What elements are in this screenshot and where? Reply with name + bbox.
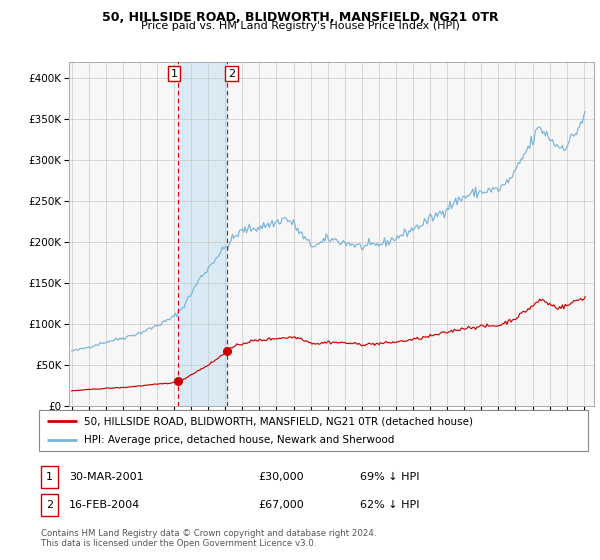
FancyBboxPatch shape <box>41 494 58 516</box>
FancyBboxPatch shape <box>39 410 588 451</box>
FancyBboxPatch shape <box>41 466 58 488</box>
Text: 62% ↓ HPI: 62% ↓ HPI <box>360 500 419 510</box>
Text: 2: 2 <box>46 500 53 510</box>
Text: Contains HM Land Registry data © Crown copyright and database right 2024.: Contains HM Land Registry data © Crown c… <box>41 529 376 538</box>
Text: HPI: Average price, detached house, Newark and Sherwood: HPI: Average price, detached house, Newa… <box>84 435 394 445</box>
Text: 69% ↓ HPI: 69% ↓ HPI <box>360 472 419 482</box>
Text: £30,000: £30,000 <box>258 472 304 482</box>
Text: 16-FEB-2004: 16-FEB-2004 <box>69 500 140 510</box>
Text: 1: 1 <box>46 472 53 482</box>
Text: 1: 1 <box>170 69 178 78</box>
Text: £67,000: £67,000 <box>258 500 304 510</box>
Text: Price paid vs. HM Land Registry's House Price Index (HPI): Price paid vs. HM Land Registry's House … <box>140 21 460 31</box>
Text: 30-MAR-2001: 30-MAR-2001 <box>69 472 143 482</box>
Text: 2: 2 <box>228 69 235 78</box>
Text: 50, HILLSIDE ROAD, BLIDWORTH, MANSFIELD, NG21 0TR: 50, HILLSIDE ROAD, BLIDWORTH, MANSFIELD,… <box>101 11 499 24</box>
Bar <box>178 62 227 406</box>
Text: This data is licensed under the Open Government Licence v3.0.: This data is licensed under the Open Gov… <box>41 539 316 548</box>
Text: 50, HILLSIDE ROAD, BLIDWORTH, MANSFIELD, NG21 0TR (detached house): 50, HILLSIDE ROAD, BLIDWORTH, MANSFIELD,… <box>84 417 473 426</box>
